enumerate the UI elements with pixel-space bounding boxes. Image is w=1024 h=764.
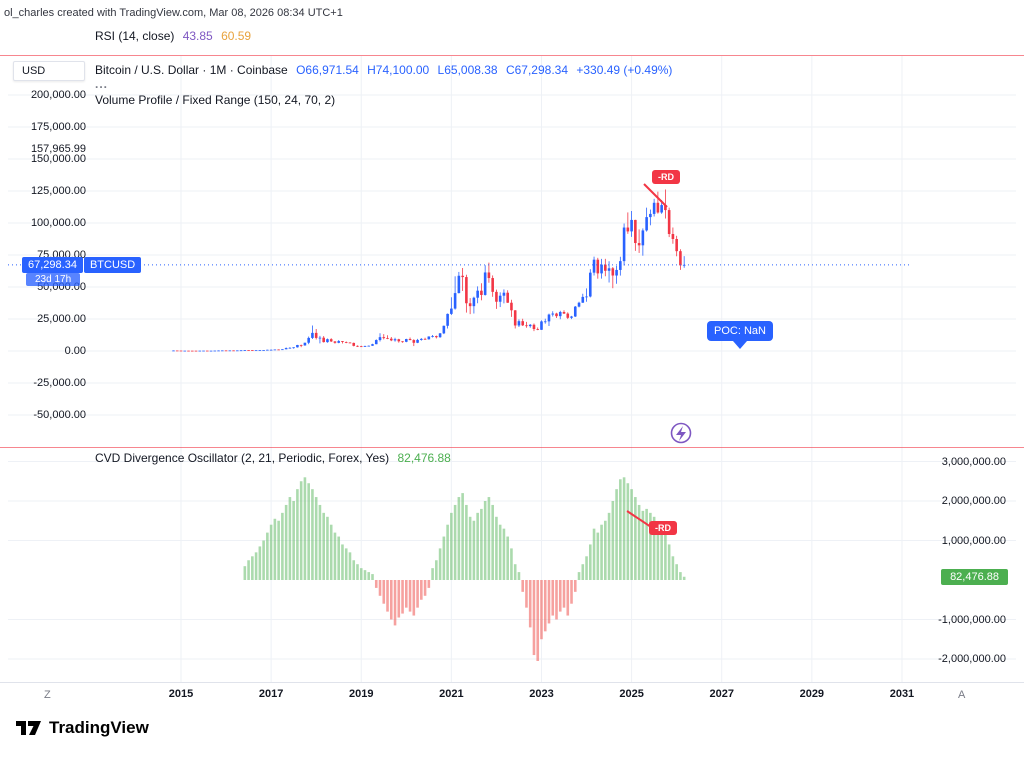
- price-tick-label: 100,000.00: [30, 217, 86, 229]
- rd-divergence-badge-main[interactable]: -RD: [652, 170, 680, 184]
- currency-unit-button[interactable]: USD: [13, 61, 85, 81]
- tradingview-logo-text: TradingView: [49, 718, 149, 737]
- rsi-value: 43.85: [182, 29, 213, 43]
- toolbar-letter-left: Z: [44, 689, 51, 701]
- price-tick-label: 175,000.00: [30, 121, 86, 133]
- watermark: ol_charles created with TradingView.com,…: [4, 7, 343, 19]
- oscillator-tick-label: -2,000,000.00: [938, 653, 1006, 665]
- ohlc-close: C67,298.34: [505, 63, 569, 77]
- rsi-legend-title: RSI (14, close): [95, 29, 175, 43]
- ohlc-high: H74,100.00: [367, 63, 430, 77]
- poc-callout[interactable]: POC: NaN: [707, 321, 773, 349]
- year-tick-label: 2023: [529, 688, 554, 700]
- symbol-legend[interactable]: Bitcoin / U.S. Dollar · 1M · Coinbase O6…: [95, 63, 672, 77]
- ohlc-low: L65,008.38: [437, 63, 498, 77]
- rd-divergence-badge-oscillator[interactable]: -RD: [649, 521, 677, 535]
- oscillator-tick-label: -1,000,000.00: [938, 613, 1006, 626]
- price-tick-label: 125,000.00: [30, 185, 86, 197]
- price-tick-label: 25,000.00: [37, 313, 86, 325]
- year-tick-label: 2031: [889, 688, 915, 700]
- price-tick-label: -50,000.00: [33, 409, 86, 421]
- collapsed-indicator-more[interactable]: ...: [95, 77, 109, 91]
- cvd-legend-title: CVD Divergence Oscillator (2, 21, Period…: [95, 451, 390, 465]
- time-axis-separator: [0, 682, 1024, 683]
- price-tick-label: 150,000.00: [30, 153, 86, 165]
- current-price-value: 67,298.34: [22, 257, 83, 273]
- year-tick-label: 2015: [168, 688, 194, 700]
- rsi-ma-value: 60.59: [221, 29, 252, 43]
- tradingview-logo-icon: [16, 721, 41, 735]
- year-tick-label: 2027: [709, 688, 734, 700]
- year-tick-label: 2019: [348, 688, 374, 700]
- oscillator-value-badge: 82,476.88: [941, 569, 1008, 585]
- volume-profile-legend[interactable]: Volume Profile / Fixed Range (150, 24, 7…: [95, 93, 336, 107]
- oscillator-tick-label: 1,000,000.00: [941, 534, 1006, 547]
- year-tick-label: 2017: [258, 688, 284, 700]
- ohlc-open: O66,971.54: [296, 63, 359, 77]
- cvd-oscillator-legend[interactable]: CVD Divergence Oscillator (2, 21, Period…: [95, 451, 451, 465]
- cvd-value: 82,476.88: [397, 451, 451, 465]
- year-tick-label: 2025: [619, 688, 644, 700]
- symbol-tag: BTCUSD: [83, 257, 142, 273]
- year-tick-label: 2029: [799, 688, 825, 700]
- year-tick-label: 2021: [439, 688, 464, 700]
- price-tick-label: -25,000.00: [33, 377, 86, 389]
- rsi-legend[interactable]: RSI (14, close) 43.85 60.59: [95, 29, 251, 43]
- oscillator-axis[interactable]: 3,000,000.00 2,000,000.00 1,000,000.00 -1,0…: [896, 0, 1006, 690]
- symbol-title[interactable]: Bitcoin / U.S. Dollar · 1M · Coinbase: [95, 63, 288, 77]
- pane-separator-bottom[interactable]: [0, 447, 1024, 448]
- price-tick-label: 0.00: [64, 345, 86, 357]
- oscillator-tick-label: 3,000,000.00: [941, 455, 1006, 468]
- price-change: +330.49 (+0.49%): [576, 63, 673, 77]
- price-tick-label: 200,000.00: [30, 89, 86, 101]
- pane-separator-top[interactable]: [0, 55, 1024, 56]
- current-price-badge: 67,298.34 BTCUSD: [22, 257, 142, 273]
- price-axis[interactable]: 200,000.00 175,000.00 157,965.99 150,000.00…: [0, 0, 86, 690]
- time-axis[interactable]: 2015 2017 2019 2021 2023 2025 2027 2029 2031: [0, 688, 1024, 704]
- toolbar-letter-right: A: [958, 689, 966, 701]
- price-tick-label: 157,965.99: [30, 142, 86, 155]
- poc-label[interactable]: POC: NaN: [707, 321, 773, 341]
- bar-countdown: 23d 17h: [26, 273, 81, 286]
- poc-pointer: [733, 341, 747, 349]
- tradingview-logo[interactable]: TradingView: [16, 718, 149, 738]
- oscillator-tick-label: 2,000,000.00: [941, 495, 1006, 507]
